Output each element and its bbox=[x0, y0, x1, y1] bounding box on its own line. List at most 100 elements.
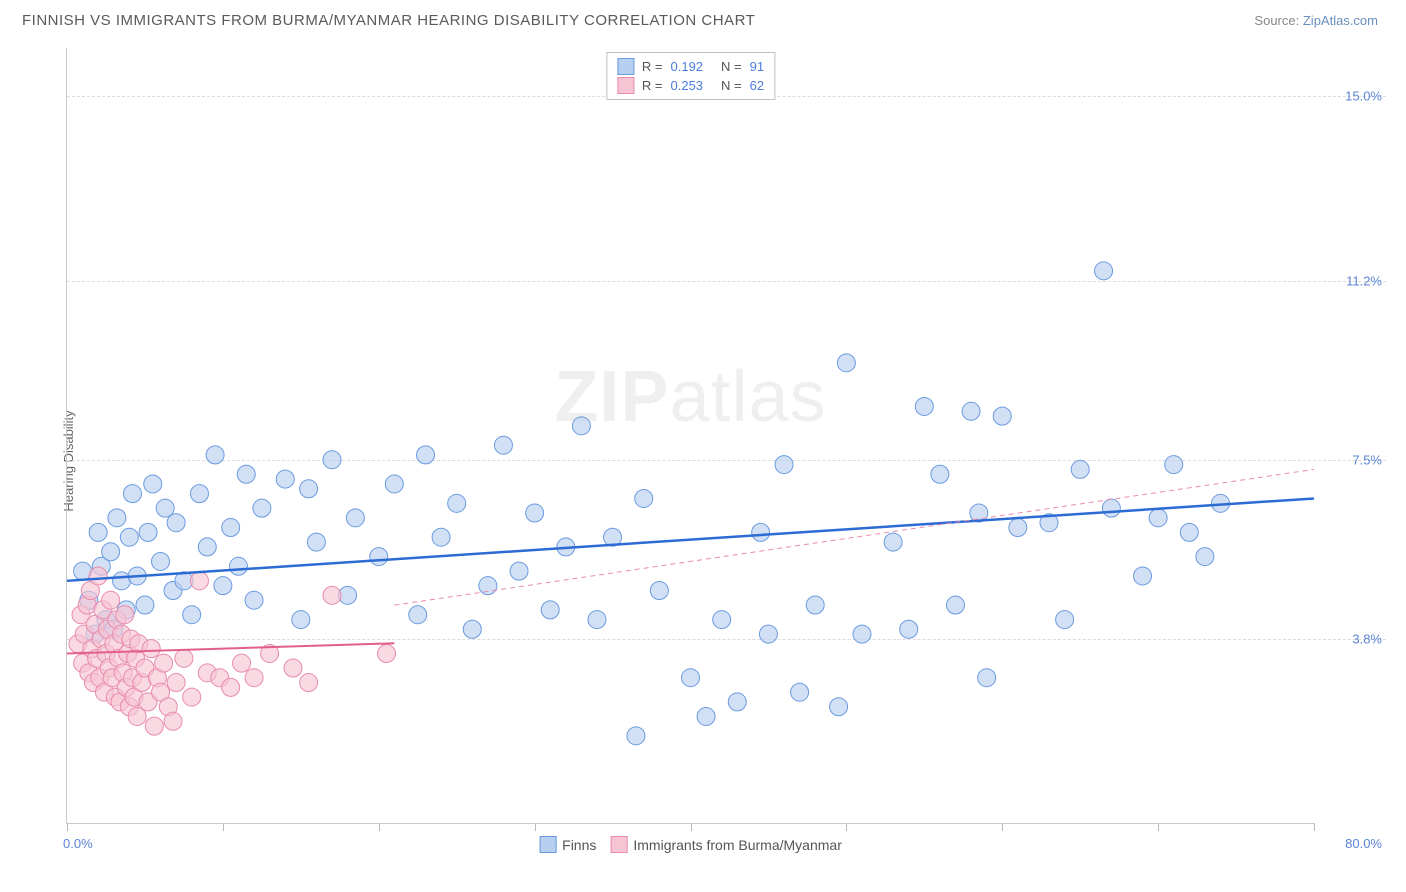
data-point bbox=[139, 523, 157, 541]
data-point bbox=[253, 499, 271, 517]
data-point bbox=[102, 591, 120, 609]
data-point bbox=[190, 485, 208, 503]
data-point bbox=[292, 611, 310, 629]
data-point bbox=[229, 557, 247, 575]
data-point bbox=[206, 446, 224, 464]
chart-header: FINNISH VS IMMIGRANTS FROM BURMA/MYANMAR… bbox=[0, 0, 1406, 35]
legend-item-immigrants: Immigrants from Burma/Myanmar bbox=[610, 836, 841, 853]
legend-item-finns: Finns bbox=[539, 836, 596, 853]
data-point bbox=[993, 407, 1011, 425]
y-tick-label: 11.2% bbox=[1346, 273, 1382, 288]
data-point bbox=[432, 528, 450, 546]
data-point bbox=[1102, 499, 1120, 517]
data-point bbox=[378, 644, 396, 662]
y-tick-label: 15.0% bbox=[1345, 89, 1382, 104]
data-point bbox=[682, 669, 700, 687]
data-point bbox=[962, 402, 980, 420]
chart: Hearing Disability ZIPatlas 3.8%7.5%11.2… bbox=[22, 48, 1386, 874]
data-point bbox=[116, 606, 134, 624]
data-point bbox=[222, 519, 240, 537]
data-point bbox=[1165, 456, 1183, 474]
data-point bbox=[448, 494, 466, 512]
x-axis-min: 0.0% bbox=[63, 836, 93, 851]
data-point bbox=[417, 446, 435, 464]
data-point bbox=[222, 678, 240, 696]
data-point bbox=[697, 707, 715, 725]
data-point bbox=[526, 504, 544, 522]
data-point bbox=[190, 572, 208, 590]
data-point bbox=[108, 509, 126, 527]
plot-area: ZIPatlas 3.8%7.5%11.2%15.0% 0.0% 80.0% R… bbox=[66, 48, 1314, 824]
data-point bbox=[284, 659, 302, 677]
data-point bbox=[183, 606, 201, 624]
data-point bbox=[728, 693, 746, 711]
data-point bbox=[884, 533, 902, 551]
data-point bbox=[900, 620, 918, 638]
data-point bbox=[370, 548, 388, 566]
data-point bbox=[1180, 523, 1198, 541]
data-point bbox=[89, 523, 107, 541]
data-point bbox=[1095, 262, 1113, 280]
data-point bbox=[479, 577, 497, 595]
source: Source: ZipAtlas.com bbox=[1254, 13, 1378, 28]
data-point bbox=[510, 562, 528, 580]
data-point bbox=[198, 538, 216, 556]
data-point bbox=[152, 552, 170, 570]
data-point bbox=[89, 567, 107, 585]
data-point bbox=[541, 601, 559, 619]
data-point bbox=[237, 465, 255, 483]
data-point bbox=[233, 654, 251, 672]
chart-title: FINNISH VS IMMIGRANTS FROM BURMA/MYANMAR… bbox=[22, 12, 755, 29]
data-point bbox=[123, 485, 141, 503]
data-point bbox=[494, 436, 512, 454]
data-point bbox=[915, 397, 933, 415]
data-point bbox=[175, 649, 193, 667]
data-point bbox=[102, 543, 120, 561]
data-point bbox=[385, 475, 403, 493]
data-point bbox=[946, 596, 964, 614]
data-point bbox=[164, 712, 182, 730]
data-point bbox=[167, 514, 185, 532]
data-point bbox=[276, 470, 294, 488]
data-point bbox=[1149, 509, 1167, 527]
data-point bbox=[323, 586, 341, 604]
data-point bbox=[307, 533, 325, 551]
data-point bbox=[931, 465, 949, 483]
data-point bbox=[572, 417, 590, 435]
data-point bbox=[1009, 519, 1027, 537]
data-point bbox=[791, 683, 809, 701]
data-point bbox=[775, 456, 793, 474]
data-point bbox=[300, 674, 318, 692]
data-point bbox=[346, 509, 364, 527]
data-point bbox=[1071, 460, 1089, 478]
data-point bbox=[650, 582, 668, 600]
data-point bbox=[837, 354, 855, 372]
data-point bbox=[136, 596, 154, 614]
data-point bbox=[635, 489, 653, 507]
swatch-pink-icon bbox=[610, 836, 627, 853]
scatter-svg bbox=[67, 48, 1314, 823]
data-point bbox=[1056, 611, 1074, 629]
data-point bbox=[978, 669, 996, 687]
data-point bbox=[167, 674, 185, 692]
data-point bbox=[806, 596, 824, 614]
data-point bbox=[245, 591, 263, 609]
data-point bbox=[1134, 567, 1152, 585]
data-point bbox=[145, 717, 163, 735]
data-point bbox=[245, 669, 263, 687]
x-axis-max: 80.0% bbox=[1345, 836, 1382, 851]
source-label: Source: bbox=[1254, 13, 1299, 28]
data-point bbox=[300, 480, 318, 498]
data-point bbox=[155, 654, 173, 672]
data-point bbox=[463, 620, 481, 638]
source-link[interactable]: ZipAtlas.com bbox=[1303, 13, 1378, 28]
data-point bbox=[120, 528, 138, 546]
data-point bbox=[1196, 548, 1214, 566]
data-point bbox=[752, 523, 770, 541]
data-point bbox=[830, 698, 848, 716]
swatch-blue-icon bbox=[539, 836, 556, 853]
y-tick-label: 7.5% bbox=[1352, 452, 1382, 467]
series-legend: Finns Immigrants from Burma/Myanmar bbox=[539, 836, 842, 853]
y-tick-label: 3.8% bbox=[1352, 631, 1382, 646]
data-point bbox=[142, 640, 160, 658]
